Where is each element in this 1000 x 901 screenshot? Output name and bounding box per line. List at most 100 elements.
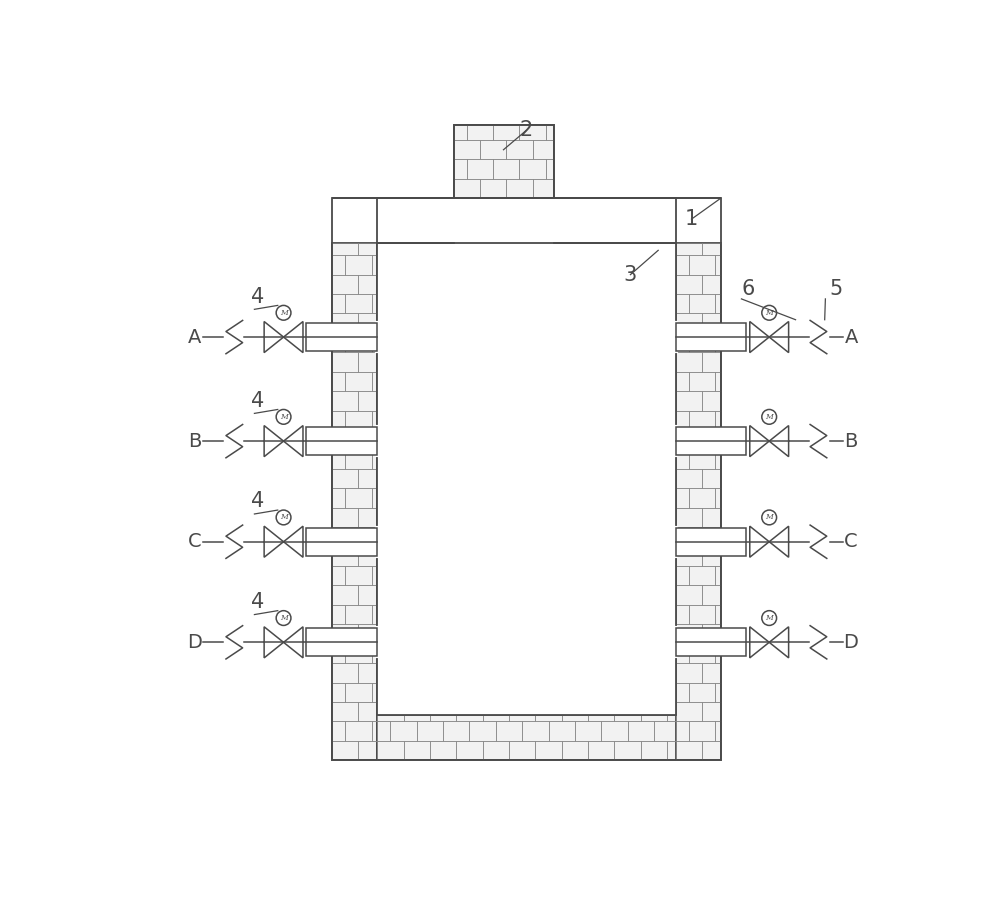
- Bar: [332, 391, 358, 411]
- Bar: [372, 527, 377, 547]
- Bar: [345, 683, 372, 702]
- Bar: [676, 741, 702, 760]
- Text: D: D: [187, 633, 202, 651]
- Bar: [372, 605, 377, 624]
- Text: M: M: [765, 614, 773, 622]
- Bar: [535, 741, 562, 760]
- Bar: [689, 722, 715, 741]
- Bar: [372, 450, 377, 469]
- Bar: [345, 527, 372, 547]
- Bar: [372, 411, 377, 430]
- Bar: [332, 469, 358, 488]
- Polygon shape: [264, 322, 284, 352]
- Text: M: M: [280, 309, 287, 317]
- Bar: [345, 450, 372, 469]
- Bar: [372, 332, 377, 352]
- Bar: [390, 722, 417, 741]
- Bar: [702, 508, 721, 527]
- Bar: [345, 332, 372, 352]
- Bar: [689, 411, 715, 430]
- Bar: [372, 294, 377, 314]
- Bar: [358, 314, 377, 332]
- Bar: [332, 450, 345, 469]
- Bar: [575, 722, 601, 741]
- Bar: [345, 722, 372, 741]
- Bar: [372, 255, 377, 275]
- Bar: [689, 488, 715, 508]
- Bar: [456, 715, 483, 722]
- Text: 6: 6: [742, 278, 755, 298]
- Bar: [676, 566, 689, 586]
- Bar: [689, 683, 715, 702]
- Bar: [454, 159, 467, 179]
- Bar: [483, 715, 509, 722]
- Bar: [676, 450, 689, 469]
- Bar: [715, 488, 721, 508]
- Bar: [676, 255, 689, 275]
- Polygon shape: [284, 322, 303, 352]
- Bar: [533, 179, 554, 198]
- Bar: [601, 722, 628, 741]
- Polygon shape: [264, 627, 284, 658]
- Bar: [456, 741, 483, 760]
- Bar: [467, 159, 493, 179]
- Bar: [689, 527, 715, 547]
- Bar: [345, 566, 372, 586]
- Polygon shape: [769, 627, 789, 658]
- Bar: [358, 663, 377, 683]
- Bar: [332, 411, 345, 430]
- Bar: [467, 125, 493, 140]
- Circle shape: [276, 305, 291, 320]
- Bar: [654, 722, 676, 741]
- Bar: [377, 722, 390, 741]
- Bar: [443, 722, 469, 741]
- Bar: [676, 488, 689, 508]
- Bar: [332, 508, 358, 527]
- Bar: [345, 488, 372, 508]
- Bar: [702, 741, 721, 760]
- Bar: [358, 702, 377, 722]
- Bar: [372, 683, 377, 702]
- Bar: [332, 294, 345, 314]
- Bar: [702, 243, 721, 255]
- Bar: [332, 488, 345, 508]
- Bar: [332, 372, 345, 391]
- Bar: [506, 140, 533, 159]
- Bar: [345, 372, 372, 391]
- Bar: [377, 243, 676, 715]
- Polygon shape: [264, 526, 284, 557]
- Bar: [702, 391, 721, 411]
- Bar: [676, 372, 689, 391]
- Text: 3: 3: [624, 265, 637, 285]
- Bar: [676, 391, 702, 411]
- Bar: [689, 605, 715, 624]
- Bar: [689, 332, 715, 352]
- Text: A: A: [844, 328, 858, 347]
- Circle shape: [762, 409, 777, 424]
- Text: 4: 4: [251, 391, 265, 411]
- Text: D: D: [844, 633, 858, 651]
- Bar: [715, 255, 721, 275]
- Bar: [358, 624, 377, 643]
- Text: 4: 4: [251, 491, 265, 512]
- Bar: [715, 411, 721, 430]
- Bar: [332, 255, 345, 275]
- Text: C: C: [188, 532, 202, 551]
- Bar: [372, 566, 377, 586]
- Bar: [509, 715, 535, 722]
- Bar: [454, 125, 554, 198]
- Bar: [480, 140, 506, 159]
- Bar: [358, 469, 377, 488]
- Bar: [332, 663, 358, 683]
- Bar: [676, 683, 689, 702]
- Bar: [519, 159, 546, 179]
- Text: B: B: [188, 432, 201, 450]
- Bar: [332, 243, 377, 760]
- Circle shape: [762, 305, 777, 320]
- Bar: [358, 741, 377, 760]
- Bar: [676, 629, 746, 656]
- Bar: [676, 430, 702, 450]
- Bar: [454, 179, 480, 198]
- Circle shape: [276, 510, 291, 524]
- Bar: [493, 125, 519, 140]
